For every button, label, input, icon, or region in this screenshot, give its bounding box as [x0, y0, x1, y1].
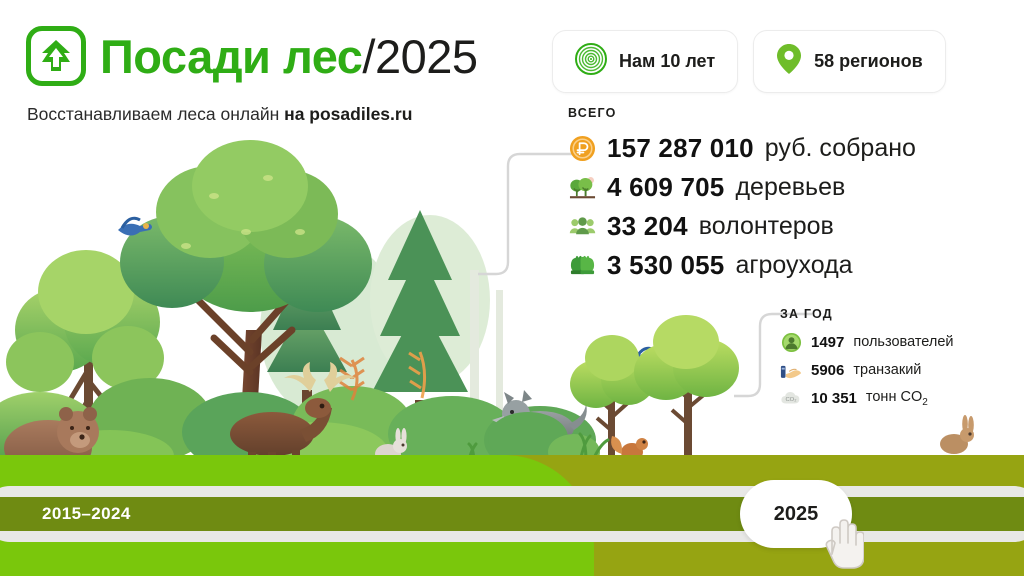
hand-pointer-icon: [825, 519, 864, 569]
badge-regions[interactable]: 58 регионов: [753, 30, 946, 93]
title-year: /2025: [362, 29, 478, 83]
year-value-users: 1497: [811, 333, 845, 351]
page-title: Посади лес/2025: [100, 33, 478, 80]
stat-row-money: 157 287 010 руб. собрано: [568, 132, 916, 165]
year-kicker: ЗА ГОД: [780, 307, 833, 321]
tagline: Восстанавливаем леса онлайн на posadiles…: [27, 104, 412, 125]
stat-row-trees: 4 609 705 деревьев: [568, 171, 916, 204]
stat-row-volunteers: 33 204 волонтеров: [568, 210, 916, 243]
year-stats-block: ЗА ГОД 1497 пользователей: [780, 307, 954, 414]
ruble-coin-icon: [568, 135, 596, 163]
stat-value-trees: 4 609 705: [607, 172, 725, 202]
people-group-icon: [568, 213, 596, 241]
badge-anniversary-label: Нам 10 лет: [619, 51, 716, 71]
totals-block: ВСЕГО 157 287 010 руб. собрано: [568, 106, 916, 288]
trees-icon: [568, 174, 596, 202]
brand-lockup: Посади лес/2025: [26, 26, 478, 86]
timeline-slider[interactable]: 2015–2024 2025: [0, 480, 1024, 569]
stat-label-trees: деревьев: [735, 173, 846, 201]
stat-label-money: руб. собрано: [764, 134, 916, 162]
stat-row-agrocare: 3 530 055 агроухода: [568, 249, 916, 282]
year-value-co2: 10 351: [811, 389, 857, 407]
hand-card-icon: [780, 359, 802, 381]
badge-anniversary[interactable]: Нам 10 лет: [552, 30, 739, 93]
stat-label-agrocare: агроухода: [735, 251, 853, 279]
slider-knob-label: 2025: [773, 502, 819, 525]
slider-range-label: 2015–2024: [42, 504, 131, 523]
slider-track[interactable]: [0, 497, 1024, 531]
year-row-co2: CO₂ 10 351 тонн CO2: [780, 386, 954, 410]
year-label-co2: тонн CO2: [866, 389, 928, 408]
svg-text:CO₂: CO₂: [785, 397, 796, 403]
year-row-users: 1497 пользователей: [780, 330, 954, 354]
tree-rings-icon: [575, 43, 607, 80]
tagline-plain: Восстанавливаем леса онлайн: [27, 104, 285, 124]
stat-label-volunteers: волонтеров: [698, 212, 834, 240]
totals-kicker: ВСЕГО: [568, 106, 617, 120]
title-green: Посади лес: [100, 29, 363, 83]
co2-subscript: 2: [922, 396, 928, 408]
badge-row: Нам 10 лет 58 регионов: [552, 30, 946, 93]
gloves-icon: [568, 252, 596, 280]
stat-value-money: 157 287 010: [607, 133, 754, 163]
year-label-co2-text: тонн CO: [865, 388, 923, 405]
tagline-site: на posadiles.ru: [284, 104, 413, 124]
stat-value-volunteers: 33 204: [607, 211, 688, 241]
badge-regions-label: 58 регионов: [814, 51, 923, 71]
year-label-users: пользователей: [853, 334, 954, 350]
stat-value-agrocare: 3 530 055: [607, 250, 725, 280]
co2-cloud-icon: CO₂: [780, 387, 802, 409]
tree-arrow-logo-icon: [26, 26, 86, 86]
user-avatar-icon: [780, 331, 802, 353]
year-label-transactions: транзакий: [853, 362, 922, 378]
year-value-transactions: 5906: [811, 361, 845, 379]
map-pin-icon: [776, 43, 802, 80]
year-row-transactions: 5906 транзакий: [780, 358, 954, 382]
